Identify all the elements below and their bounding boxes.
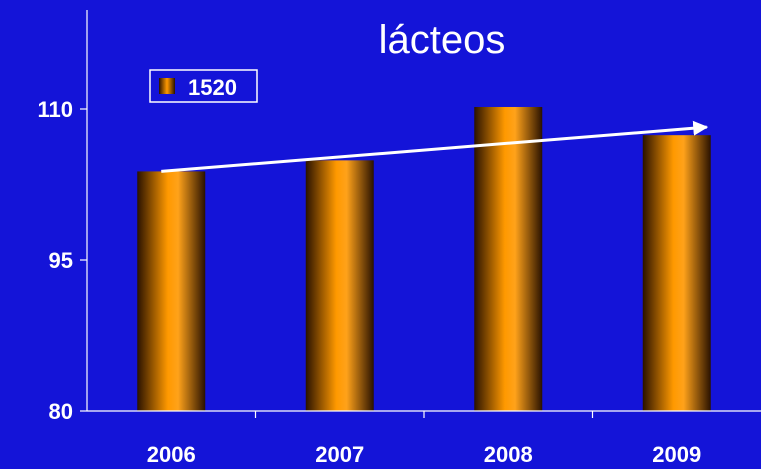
chart-title: lácteos	[379, 18, 506, 62]
y-tick-label: 95	[49, 248, 73, 273]
legend-label: 1520	[188, 75, 237, 100]
x-tick-label: 2007	[315, 442, 364, 467]
bar-2007	[305, 160, 374, 411]
bar-2009	[642, 135, 711, 411]
bar-2006	[137, 171, 206, 411]
legend-swatch	[159, 78, 175, 94]
y-tick-label: 80	[49, 399, 73, 424]
bar-2008	[474, 106, 543, 411]
x-tick-label: 2009	[652, 442, 701, 467]
trend-arrow	[161, 120, 709, 173]
x-tick-label: 2006	[147, 442, 196, 467]
x-tick-label: 2008	[484, 442, 533, 467]
legend: 1520	[149, 69, 258, 103]
legend-box	[149, 69, 258, 103]
y-tick-label: 110	[38, 97, 74, 122]
